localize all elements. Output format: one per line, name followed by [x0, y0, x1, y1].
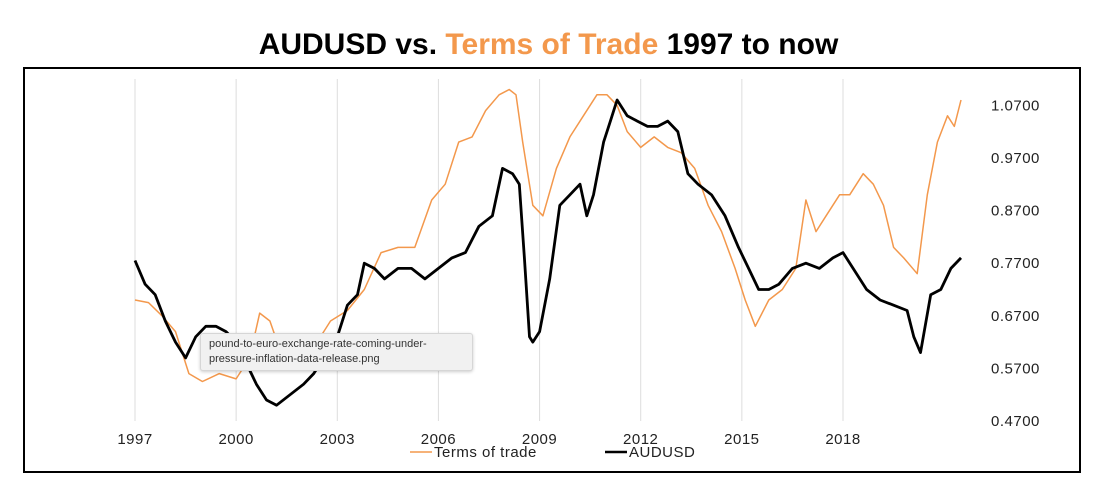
legend-label-terms-of-trade: Terms of trade: [434, 444, 537, 461]
y-tick-label-0.4700: 0.4700: [991, 413, 1040, 430]
y-tick-label-1.0700: 1.0700: [991, 97, 1040, 114]
series-line-audusd: [133, 98, 963, 407]
title-part-3: 1997 to now: [658, 28, 839, 61]
title-part-1: AUDUSD vs.: [258, 28, 446, 61]
x-tick-label-2015: 2015: [724, 431, 759, 448]
x-tick-label-2018: 2018: [825, 431, 860, 448]
chart-frame: 1997 2000 2003 2006 2009 2012 2015 2018 0.4700 0.…: [23, 67, 1081, 473]
line-chart: 1997 2000 2003 2006 2009 2012 2015 2018 0.4700 0.…: [117, 79, 1040, 461]
legend-label-audusd: AUDUSD: [629, 444, 695, 461]
x-tick-label-2012: 2012: [623, 431, 658, 448]
x-tick-label-1997: 1997: [117, 431, 152, 448]
y-tick-label-0.5700: 0.5700: [991, 360, 1040, 377]
y-tick-label-0.6700: 0.6700: [991, 308, 1040, 325]
x-tick-label-2009: 2009: [522, 431, 557, 448]
x-tick-label-2000: 2000: [218, 431, 253, 448]
y-tick-label-0.7700: 0.7700: [991, 255, 1040, 272]
y-tick-label-0.9700: 0.9700: [991, 150, 1040, 167]
title-terms-of-trade: Terms of Trade: [445, 28, 659, 61]
filename-tooltip: pound-to-euro-exchange-rate-coming-under…: [200, 333, 473, 371]
x-tick-label-2006: 2006: [421, 431, 456, 448]
y-tick-label-0.8700: 0.8700: [991, 203, 1040, 220]
x-tick-label-2003: 2003: [320, 431, 355, 448]
chart-title: AUDUSD vs. Terms of Trade 1997 to now: [0, 28, 1097, 62]
